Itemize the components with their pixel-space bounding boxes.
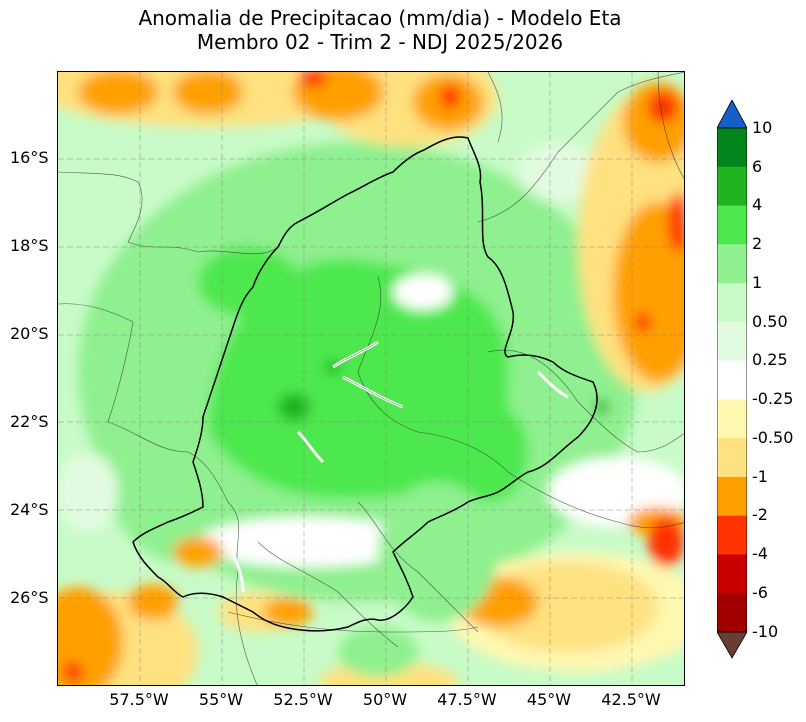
colorbar-tick-6: 6 (752, 157, 763, 176)
colorbar-segment (717, 360, 747, 400)
colorbar-tick-neg-6: -6 (752, 583, 768, 602)
colorbar (717, 100, 747, 659)
colorbar-segment (717, 166, 747, 207)
lon-label-45w: 45°W (526, 690, 572, 709)
colorbar-tick-0-50: 0.50 (752, 312, 788, 331)
colorbar-segment (717, 515, 747, 555)
lon-label-50w: 50°W (362, 690, 408, 709)
colorbar-frame (717, 127, 747, 633)
colorbar-segment (717, 593, 747, 633)
colorbar-over-arrow (717, 100, 747, 129)
lon-label-42-5w: 42.5°W (601, 690, 661, 709)
colorbar-tick-neg-2: -2 (752, 505, 768, 524)
lon-label-57-5w: 57.5°W (109, 690, 169, 709)
lat-label-26s: 26°S (10, 588, 49, 607)
map-title-line1: Anomalia de Precipitacao (mm/dia) - Mode… (138, 6, 622, 30)
colorbar-tick-neg-4: -4 (752, 544, 768, 563)
map-panel[interactable] (57, 71, 685, 686)
colorbar-segment (717, 321, 747, 362)
colorbar-segments (717, 128, 747, 633)
lat-label-18s: 18°S (10, 236, 49, 255)
basin-outline (132, 136, 598, 632)
colorbar-segment (717, 128, 747, 168)
colorbar-tick-neg-1: -1 (752, 467, 768, 486)
colorbar-tick-0-25: 0.25 (752, 350, 788, 369)
colorbar-segment (717, 438, 747, 478)
colorbar-tick-2: 2 (752, 234, 763, 253)
colorbar-segment (717, 205, 747, 245)
state-borders (58, 72, 684, 685)
colorbar-segment (717, 244, 747, 284)
colorbar-segment (717, 283, 747, 323)
colorbar-tick-neg-0-50: -0.50 (752, 428, 794, 447)
reservoir-edges (332, 341, 404, 408)
colorbar-tick-neg-0-25: -0.25 (752, 389, 794, 408)
colorbar-tick-1: 1 (752, 273, 763, 292)
precipitation-anomaly-map (58, 72, 684, 685)
colorbar-segment (717, 476, 747, 517)
colorbar-tick-10: 10 (752, 118, 773, 137)
colorbar-under-arrow (717, 631, 747, 659)
lon-label-52-5w: 52.5°W (273, 690, 333, 709)
colorbar-tick-neg-10: -10 (752, 622, 779, 641)
lat-label-20s: 20°S (10, 324, 49, 343)
lon-label-47-5w: 47.5°W (437, 690, 497, 709)
lat-label-22s: 22°S (10, 412, 49, 431)
colorbar-segment (717, 554, 747, 594)
map-title-line2: Membro 02 - Trim 2 - NDJ 2025/2026 (196, 30, 564, 54)
colorbar-tick-4: 4 (752, 195, 763, 214)
lat-label-16s: 16°S (10, 148, 49, 167)
lon-label-55w: 55°W (198, 690, 244, 709)
lat-label-24s: 24°S (10, 500, 49, 519)
colorbar-segment (717, 399, 747, 439)
